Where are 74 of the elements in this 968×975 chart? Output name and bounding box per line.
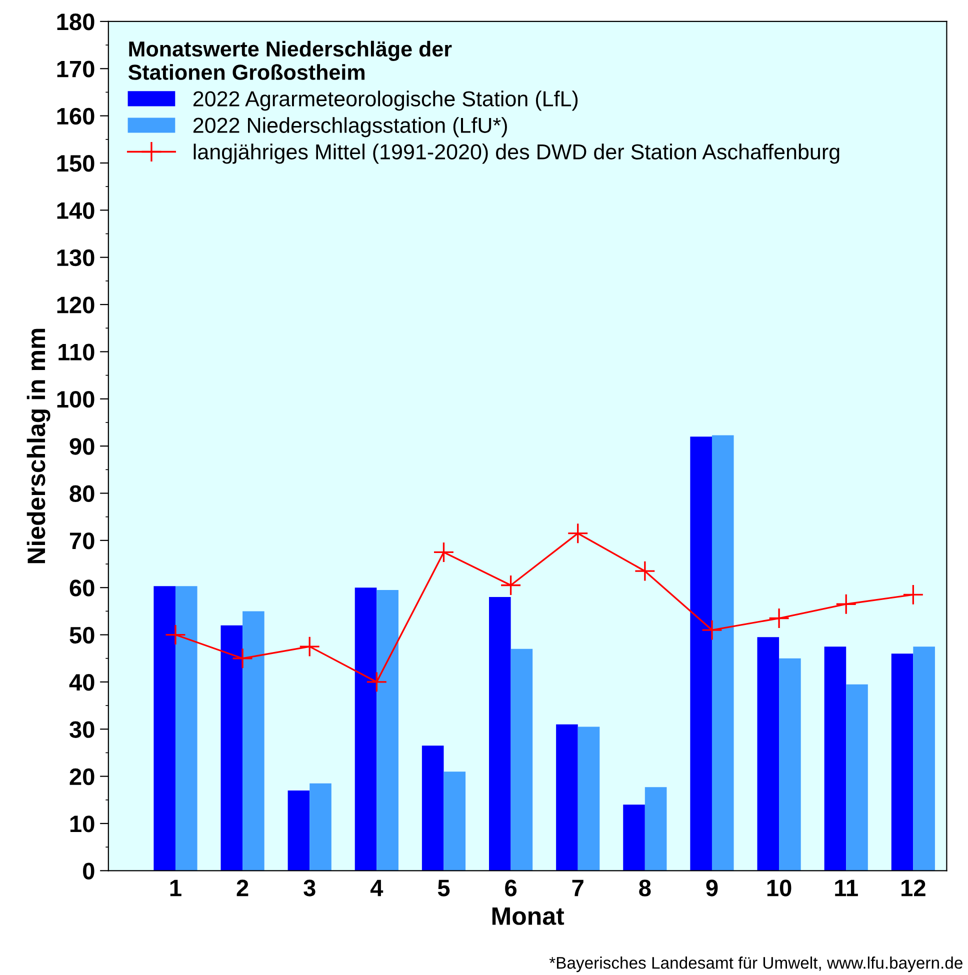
x-tick-label: 12 — [902, 880, 926, 896]
point — [701, 620, 723, 641]
x-tick-label: 10 — [767, 880, 792, 896]
y-tick-label: 170 — [57, 60, 94, 78]
text: *Bayerisches Landesamt für Umwelt, www.lfu.bayern.de — [549, 956, 962, 972]
bar — [354, 588, 377, 871]
bar — [846, 684, 868, 871]
y-tick-label: 90 — [70, 438, 94, 455]
y-tick-label: 80 — [70, 485, 94, 502]
bar — [712, 435, 734, 871]
point — [768, 608, 790, 629]
x-axis-title: Monat — [492, 907, 564, 925]
x-tick-label: 8 — [639, 880, 651, 896]
legend-label: 2022 Niederschlagsstation (LfU*) — [193, 117, 507, 138]
point — [433, 542, 454, 563]
bar — [444, 772, 466, 871]
point — [836, 594, 857, 615]
y-tick-label: 70 — [70, 532, 94, 550]
y-tick-label: 60 — [70, 580, 94, 596]
y-tick-label: 100 — [57, 390, 94, 408]
y-tick-label: 140 — [57, 202, 94, 219]
bar — [644, 787, 667, 871]
y-tick-label: 130 — [57, 249, 94, 266]
x-tick-label: 1 — [170, 880, 182, 896]
bar — [824, 646, 846, 871]
legend-label: langjähriges Mittel (1991-2020) des DWD der Station Aschaffenburg — [194, 144, 840, 164]
y-tick-label: 30 — [70, 721, 94, 738]
bar — [623, 804, 645, 871]
y-tick-label: 40 — [69, 674, 94, 691]
bar — [288, 790, 310, 871]
bar — [175, 586, 198, 871]
x-tick-label: 7 — [572, 880, 584, 896]
point — [366, 671, 388, 693]
bar — [242, 611, 264, 871]
x-tick-label: 6 — [505, 880, 517, 896]
bar — [578, 726, 600, 871]
y-tick-label: 0 — [83, 862, 94, 880]
bar — [913, 646, 935, 871]
x-tick-label: 11 — [835, 880, 858, 896]
bar — [422, 746, 444, 871]
bar — [310, 783, 332, 871]
x-tick-label: 5 — [438, 880, 450, 896]
y-tick-label: 50 — [70, 626, 94, 644]
y-axis-title: Niederschlag in mm — [26, 328, 50, 564]
bar — [757, 637, 780, 871]
bar — [891, 654, 914, 871]
y-tick-label: 10 — [70, 816, 94, 832]
bar — [556, 724, 578, 871]
y-tick-label: 160 — [57, 108, 94, 125]
x-tick-label: 2 — [236, 880, 248, 896]
y-tick-label: 110 — [58, 344, 94, 360]
bar — [376, 590, 398, 871]
x-tick-label: 3 — [304, 880, 316, 896]
bar — [220, 625, 243, 871]
point — [567, 522, 588, 544]
bar — [779, 658, 801, 871]
bar — [489, 597, 511, 871]
legend-label: 2022 Agrarmeteorologische Station (LfL) — [193, 90, 578, 111]
y-tick-label: 120 — [57, 296, 94, 314]
point — [164, 624, 186, 646]
y-tick-label: 20 — [70, 768, 94, 786]
y-tick-label: 150 — [57, 155, 94, 172]
bar — [154, 586, 176, 871]
x-tick-label: 4 — [370, 880, 384, 896]
bar — [690, 436, 712, 871]
point — [299, 636, 320, 658]
point — [634, 560, 656, 582]
point — [500, 574, 522, 596]
legend-title: Monatswerte Niederschläge der Stationen Großostheim — [128, 40, 452, 80]
y-tick-label: 180 — [57, 14, 94, 30]
x-tick-label: 9 — [706, 880, 718, 896]
point — [902, 584, 924, 606]
bar — [510, 648, 533, 871]
point — [232, 648, 254, 669]
